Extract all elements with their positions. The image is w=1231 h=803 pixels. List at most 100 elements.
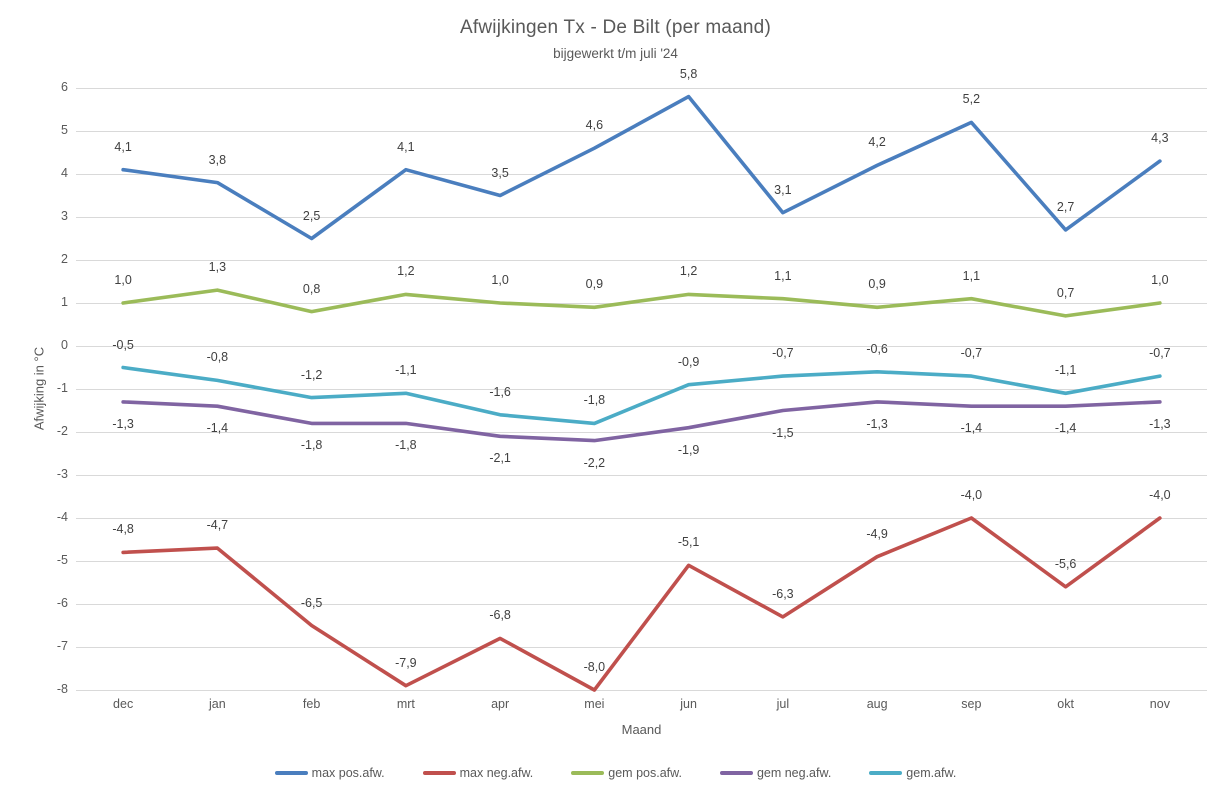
data-label: 0,9 xyxy=(585,277,604,292)
data-label: 1,0 xyxy=(1151,273,1169,287)
data-label: -1,3 xyxy=(866,416,888,431)
legend-item[interactable]: max pos.afw. xyxy=(274,766,385,780)
data-label: -1,5 xyxy=(772,425,794,440)
data-label: -1,2 xyxy=(300,367,323,382)
data-label: -4,0 xyxy=(1149,488,1171,502)
x-tick-label: dec xyxy=(113,697,134,711)
data-label: 3,5 xyxy=(491,165,509,180)
data-label: 3,8 xyxy=(208,152,227,167)
y-tick-label: -6 xyxy=(56,596,68,610)
x-tick-label: feb xyxy=(302,697,321,711)
data-label: -4,8 xyxy=(112,522,134,537)
data-label: -0,9 xyxy=(677,354,700,369)
legend-item[interactable]: max neg.afw. xyxy=(422,766,534,780)
series-line xyxy=(121,365,1162,426)
data-label: 4,1 xyxy=(114,139,132,154)
data-label: -1,8 xyxy=(300,438,323,453)
data-label: -1,4 xyxy=(1054,421,1077,436)
series-line xyxy=(121,94,1162,241)
data-label: -2,2 xyxy=(583,455,606,470)
legend-line-swatch xyxy=(719,771,753,775)
data-label: -1,8 xyxy=(583,393,606,408)
series-line xyxy=(121,288,1162,318)
data-label: -2,1 xyxy=(489,451,511,466)
legend-line-swatch xyxy=(274,771,308,775)
x-axis-title: Maand xyxy=(621,722,662,737)
legend-item[interactable]: gem pos.afw. xyxy=(571,766,682,780)
y-tick-label: 1 xyxy=(61,295,68,309)
data-label: 0,9 xyxy=(868,277,886,292)
data-label: 1,0 xyxy=(491,273,509,287)
y-tick-label: -7 xyxy=(56,639,68,653)
y-tick-label: -2 xyxy=(56,424,68,438)
x-tick-label: okt xyxy=(1057,697,1074,711)
data-label: 0,7 xyxy=(1056,285,1075,300)
series-line xyxy=(121,400,1162,443)
data-label: -1,9 xyxy=(677,442,700,457)
data-label: 0,8 xyxy=(302,281,321,296)
data-label: -1,3 xyxy=(112,416,134,431)
y-axis-title: Afwijking in °C xyxy=(31,346,47,431)
legend-line-swatch xyxy=(571,771,605,775)
x-tick-label: mrt xyxy=(396,697,415,711)
x-tick-label: aug xyxy=(866,697,888,711)
legend-label: gem pos.afw. xyxy=(608,766,682,780)
chart-subtitle: bijgewerkt t/m juli '24 xyxy=(553,46,678,61)
data-label: 4,2 xyxy=(868,135,886,150)
data-label: -6,3 xyxy=(772,586,794,601)
data-label: -7,9 xyxy=(395,655,417,670)
x-tick-label: nov xyxy=(1149,697,1170,711)
chart-title: Afwijkingen Tx - De Bilt (per maand) xyxy=(460,17,771,38)
x-tick-label: mei xyxy=(584,697,605,711)
data-label: -4,7 xyxy=(206,518,229,533)
y-tick-label: 0 xyxy=(61,338,68,352)
data-label: 4,1 xyxy=(397,139,415,154)
y-tick-label: 2 xyxy=(61,252,68,266)
data-label: 1,2 xyxy=(679,264,698,279)
data-label: 3,1 xyxy=(774,182,792,197)
x-tick-label: jan xyxy=(209,697,226,711)
legend-label: max neg.afw. xyxy=(459,766,534,780)
data-label: -5,6 xyxy=(1054,556,1077,571)
data-label: -1,4 xyxy=(960,421,983,436)
data-label: 1,0 xyxy=(114,273,132,287)
x-tick-label: sep xyxy=(961,697,982,711)
legend-line-swatch xyxy=(422,771,456,775)
data-label: 1,3 xyxy=(208,260,227,275)
data-label: -0,7 xyxy=(772,346,794,361)
legend-label: max pos.afw. xyxy=(311,766,385,780)
data-label: -0,7 xyxy=(960,346,983,361)
data-label: -1,3 xyxy=(1149,416,1171,431)
data-label: -1,8 xyxy=(395,438,417,453)
legend-item[interactable]: gem neg.afw. xyxy=(719,766,831,780)
data-label: 4,3 xyxy=(1151,131,1169,146)
data-label: 1,2 xyxy=(397,264,415,279)
y-tick-label: -3 xyxy=(56,467,68,481)
y-tick-label: 5 xyxy=(61,123,68,137)
data-label: -1,4 xyxy=(206,421,229,436)
y-tick-label: 4 xyxy=(61,166,68,180)
data-label: -1,1 xyxy=(1054,363,1077,378)
legend-item[interactable]: gem.afw. xyxy=(869,766,956,780)
x-tick-label: jun xyxy=(680,697,697,711)
data-label: 2,5 xyxy=(302,208,321,223)
data-label: 4,6 xyxy=(585,118,604,133)
y-tick-label: -8 xyxy=(56,682,68,696)
data-label: -8,0 xyxy=(583,660,606,674)
data-label: -5,1 xyxy=(677,535,700,550)
data-label: -0,8 xyxy=(206,350,229,365)
data-label: -1,6 xyxy=(489,384,511,399)
y-tick-label: 6 xyxy=(61,80,68,94)
x-tick-label: apr xyxy=(491,697,510,711)
data-label: 5,8 xyxy=(679,66,698,81)
data-label: -4,9 xyxy=(866,526,888,541)
y-tick-label: 3 xyxy=(61,209,68,223)
y-tick-label: -1 xyxy=(56,381,68,395)
y-tick-label: -4 xyxy=(56,510,68,524)
data-label: 1,1 xyxy=(962,268,981,283)
data-label: 5,2 xyxy=(962,92,981,107)
legend-label: gem.afw. xyxy=(906,766,957,780)
data-label: -0,7 xyxy=(1149,346,1171,361)
data-label: 1,1 xyxy=(774,268,792,283)
